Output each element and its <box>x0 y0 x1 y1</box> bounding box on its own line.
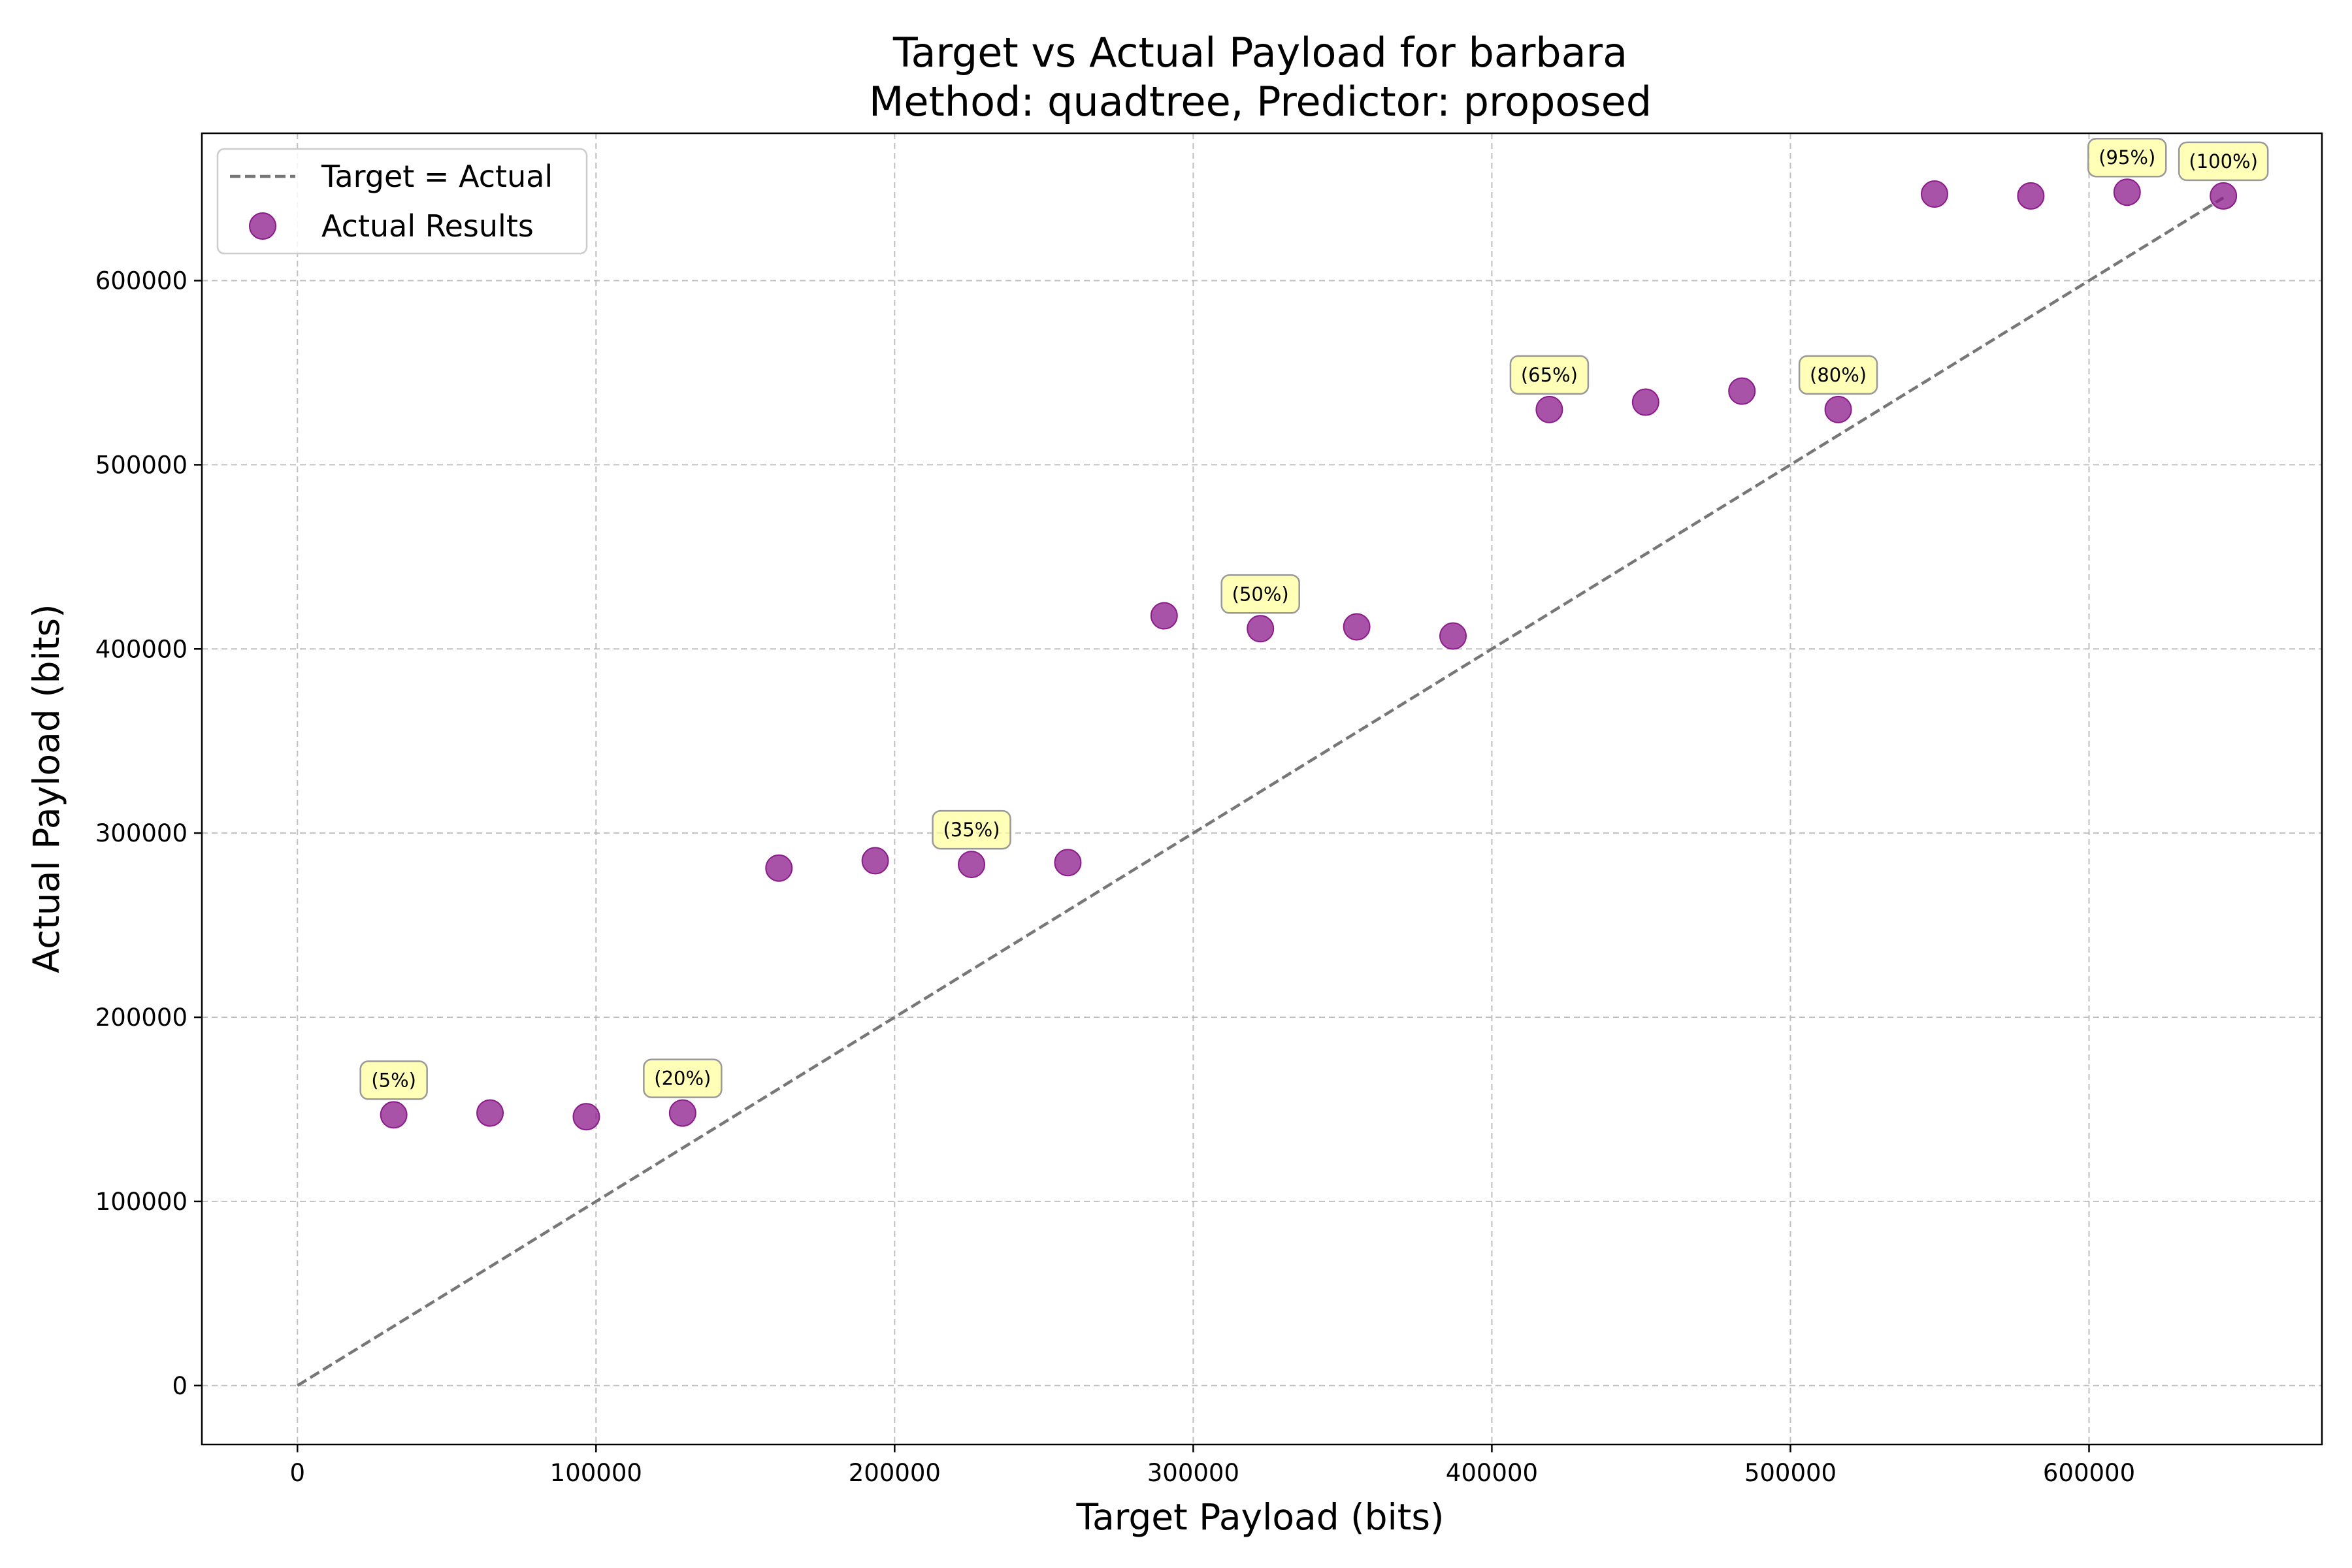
annotation: (20%) <box>643 1058 723 1098</box>
axis-ticks: 0 100000 200000 300000 400000 500000 600000 0 10… <box>95 267 2135 1487</box>
annotation-box <box>2087 137 2167 178</box>
annotation-label: (20%) <box>654 1068 711 1090</box>
y-tick-label: 100000 <box>95 1188 188 1216</box>
data-point <box>1150 602 1178 630</box>
y-tick-label: 500000 <box>95 451 188 479</box>
data-point <box>1728 377 1756 405</box>
annotation-label: (35%) <box>943 819 1000 841</box>
annotation: (95%) <box>2087 137 2167 178</box>
legend-box <box>216 148 588 255</box>
data-point <box>1343 613 1371 641</box>
grid <box>202 133 2322 1445</box>
legend-label-series: Actual Results <box>321 208 534 244</box>
data-point <box>1054 849 1082 877</box>
y-tick-label: 400000 <box>95 635 188 663</box>
annotation-label: (95%) <box>2099 146 2155 169</box>
annotation-label: (100%) <box>2189 150 2258 172</box>
data-point <box>765 854 793 882</box>
annotation: (50%) <box>1220 574 1300 614</box>
annotations: (5%) (20%) (35%) (50%) (65%) (80%) (95%) (100%) <box>359 137 2269 1100</box>
x-tick-label: 200000 <box>849 1459 941 1487</box>
annotation-label: (65%) <box>1521 364 1578 386</box>
reference-line <box>297 196 2225 1387</box>
x-tick-label: 600000 <box>2043 1459 2135 1487</box>
data-point <box>1535 395 1563 423</box>
reference-line-layer <box>297 196 2225 1387</box>
data-point <box>958 851 986 879</box>
annotation: (35%) <box>932 809 1011 850</box>
data-point <box>1920 180 1948 208</box>
chart-title-line1: Target vs Actual Payload for barbara <box>892 29 1627 76</box>
data-point <box>2113 178 2141 206</box>
x-tick-label: 500000 <box>1744 1459 1837 1487</box>
data-point <box>476 1099 504 1127</box>
data-point <box>1631 388 1659 416</box>
annotation-box <box>643 1058 723 1098</box>
annotation-box <box>1509 355 1590 395</box>
data-points <box>380 178 2238 1131</box>
legend-marker-swatch <box>249 212 276 240</box>
data-point <box>1439 622 1467 650</box>
annotation-box <box>1220 574 1300 614</box>
data-point <box>2017 182 2045 210</box>
annotation-label: (50%) <box>1232 583 1289 605</box>
x-axis-label: Target Payload (bits) <box>1076 1496 1445 1538</box>
x-tick-label: 0 <box>289 1459 305 1487</box>
data-point <box>380 1101 408 1129</box>
y-tick-label: 600000 <box>95 267 188 295</box>
x-tick-label: 100000 <box>550 1459 642 1487</box>
data-point <box>1824 395 1852 423</box>
x-tick-label: 300000 <box>1147 1459 1239 1487</box>
annotation-label: (80%) <box>1810 364 1867 386</box>
y-tick-label: 300000 <box>95 819 188 847</box>
annotation-box <box>932 809 1011 850</box>
annotation-label: (5%) <box>371 1069 416 1091</box>
annotation-box <box>1798 355 1878 395</box>
legend-label-reference: Target = Actual <box>321 159 553 194</box>
chart-title-line2: Method: quadtree, Predictor: proposed <box>869 78 1652 125</box>
annotation: (80%) <box>1798 355 1878 395</box>
annotation-box <box>2178 141 2269 182</box>
annotation: (100%) <box>2178 141 2269 182</box>
data-point <box>2210 182 2238 210</box>
data-point <box>668 1099 696 1127</box>
data-point <box>1247 615 1275 643</box>
y-axis-label: Actual Payload (bits) <box>25 604 67 973</box>
data-point <box>572 1103 600 1131</box>
y-tick-label: 200000 <box>95 1004 188 1032</box>
legend: Target = Actual Actual Results <box>216 148 588 255</box>
y-tick-label: 0 <box>172 1372 188 1400</box>
data-point <box>861 847 889 875</box>
x-tick-label: 400000 <box>1446 1459 1538 1487</box>
annotation: (5%) <box>359 1060 428 1100</box>
annotation-box <box>359 1060 428 1100</box>
annotation: (65%) <box>1509 355 1590 395</box>
plot-area-frame <box>201 132 2323 1446</box>
